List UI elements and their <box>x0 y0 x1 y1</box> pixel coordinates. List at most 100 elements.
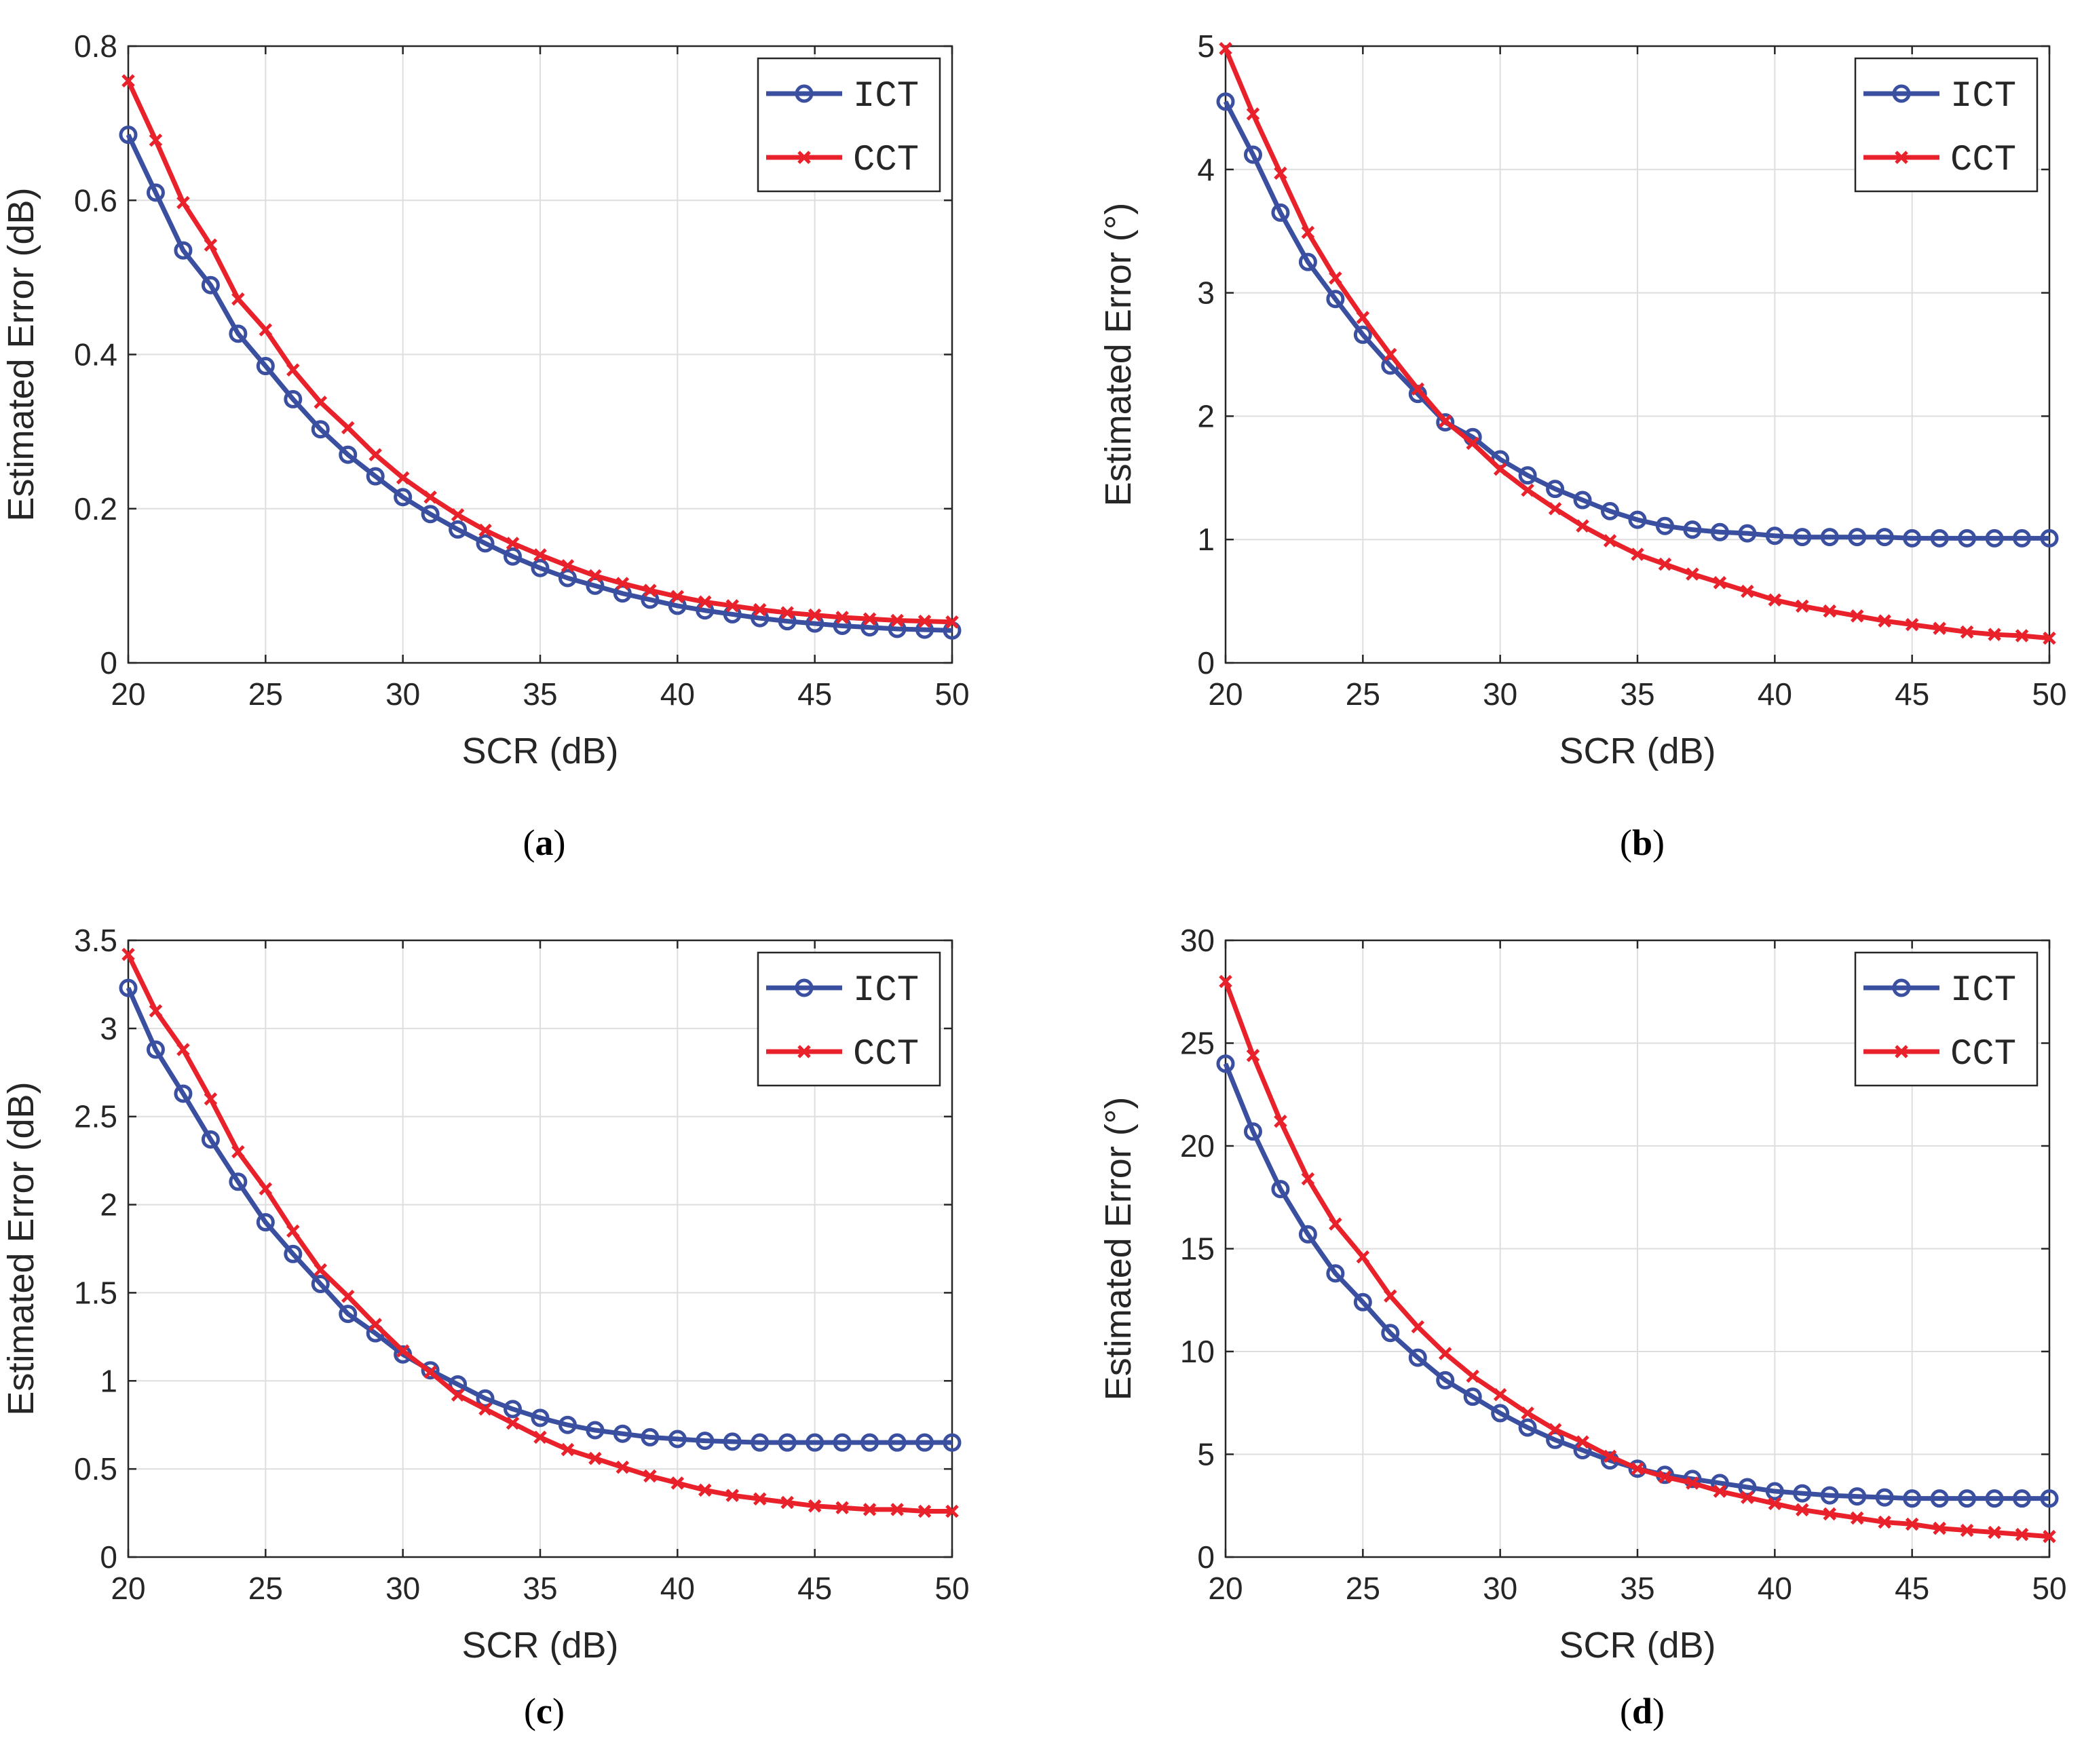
point-ict <box>2013 529 2032 548</box>
chart-panel-d: 20 25 30 35 40 45 50 0 5 10 15 20 25 30 SCR (dB) Estima… <box>1098 923 2067 1731</box>
point-ict <box>1601 501 1620 520</box>
point-cct <box>1219 41 1232 56</box>
point-ict <box>1271 1180 1290 1199</box>
point-cct <box>835 611 849 624</box>
point-ict <box>1298 1225 1317 1244</box>
point-ict <box>668 1430 687 1449</box>
y-tick-label: 0.4 <box>74 337 117 372</box>
point-ict <box>1930 1489 1949 1508</box>
point-ict <box>366 467 385 486</box>
y-tick-label: 4 <box>1197 152 1215 187</box>
point-ict <box>1848 1487 1867 1506</box>
point-cct <box>368 448 382 461</box>
point-cct <box>1356 1250 1370 1264</box>
point-cct <box>1411 1320 1425 1334</box>
legend-marker-cct <box>797 1045 811 1058</box>
point-cct <box>1850 1511 1864 1525</box>
point-cct <box>1384 1289 1397 1303</box>
x-tick-label: 30 <box>1483 1571 1517 1606</box>
x-axis-label: SCR (dB) <box>461 1625 618 1666</box>
x-tick-label: 20 <box>1208 676 1243 712</box>
point-ict <box>586 576 605 595</box>
y-tick-label: 3.5 <box>74 923 117 958</box>
point-cct <box>1823 604 1837 618</box>
point-ict <box>284 389 303 408</box>
point-ict <box>1326 290 1345 309</box>
point-cct <box>1411 382 1425 396</box>
point-cct <box>1713 576 1727 590</box>
point-ict <box>1683 520 1702 539</box>
legend-marker-cct <box>1895 151 1908 164</box>
point-cct <box>1658 557 1672 571</box>
panel-caption: (a) <box>523 822 566 863</box>
point-cct <box>561 559 575 573</box>
point-cct <box>1521 483 1534 497</box>
y-tick-label: 10 <box>1180 1334 1215 1369</box>
point-cct <box>204 1092 218 1106</box>
point-cct <box>1850 609 1864 623</box>
point-ict <box>1243 1122 1262 1141</box>
x-tick-label: 40 <box>1758 1571 1792 1606</box>
point-ict <box>146 1040 165 1059</box>
point-cct <box>561 1442 575 1457</box>
point-cct <box>176 1043 190 1056</box>
point-ict <box>504 547 523 566</box>
point-ict <box>504 1400 523 1419</box>
legend-marker-cct <box>1895 1045 1908 1058</box>
y-tick-label: 2 <box>100 1187 117 1223</box>
point-cct <box>1274 166 1287 180</box>
point-cct <box>1603 534 1617 548</box>
point-cct <box>1878 614 1891 628</box>
legend-marker-ict <box>795 978 814 997</box>
point-cct <box>753 602 767 617</box>
point-cct <box>890 613 904 628</box>
x-tick-label: 50 <box>934 676 969 712</box>
x-tick-label: 25 <box>248 1571 283 1606</box>
point-ict <box>613 1424 632 1443</box>
point-ict <box>311 1274 330 1293</box>
chart-panel-a: 20 25 30 35 40 45 50 0 0.2 0.4 0.6 0.8 SCR (dB) Estim… <box>1 28 970 863</box>
point-ict <box>1436 413 1455 432</box>
point-cct <box>2043 1529 2056 1544</box>
point-cct <box>451 508 465 522</box>
point-ict <box>1353 325 1372 344</box>
point-cct <box>1301 225 1315 239</box>
point-cct <box>725 599 740 613</box>
point-ict <box>229 324 248 343</box>
point-cct <box>1603 1449 1617 1463</box>
y-tick-label: 5 <box>1197 28 1215 64</box>
x-tick-label: 45 <box>1895 676 1929 712</box>
point-cct <box>1356 311 1370 324</box>
point-cct <box>1329 1217 1342 1231</box>
point-ict <box>1381 1324 1400 1343</box>
point-ict <box>586 1421 605 1440</box>
point-cct <box>286 363 300 377</box>
point-cct <box>670 1476 685 1490</box>
x-tick-label: 30 <box>385 1571 420 1606</box>
point-cct <box>121 948 135 961</box>
point-ict <box>751 1433 770 1452</box>
y-tick-label: 3 <box>100 1011 117 1046</box>
point-cct <box>121 74 135 88</box>
point-cct <box>945 1504 959 1518</box>
point-ict <box>146 183 165 202</box>
point-ict <box>339 445 358 464</box>
point-cct <box>1741 584 1754 598</box>
point-cct <box>1521 1406 1534 1420</box>
point-cct <box>231 1145 245 1159</box>
point-cct <box>1631 1461 1644 1476</box>
point-ict <box>1765 1482 1784 1501</box>
point-ict <box>1848 528 1867 547</box>
y-tick-label: 15 <box>1180 1231 1215 1267</box>
point-ict <box>1243 145 1262 164</box>
y-tick-label: 0.2 <box>74 491 117 526</box>
point-ict <box>613 584 632 603</box>
point-cct <box>780 606 794 619</box>
x-tick-label: 35 <box>523 676 557 712</box>
point-cct <box>396 471 410 485</box>
point-ict <box>1820 1486 1839 1505</box>
y-tick-label: 0 <box>100 645 117 680</box>
x-tick-label: 20 <box>1208 1571 1243 1606</box>
legend-label-cct: CCT <box>1950 1034 2016 1075</box>
point-ict <box>1463 1387 1482 1406</box>
